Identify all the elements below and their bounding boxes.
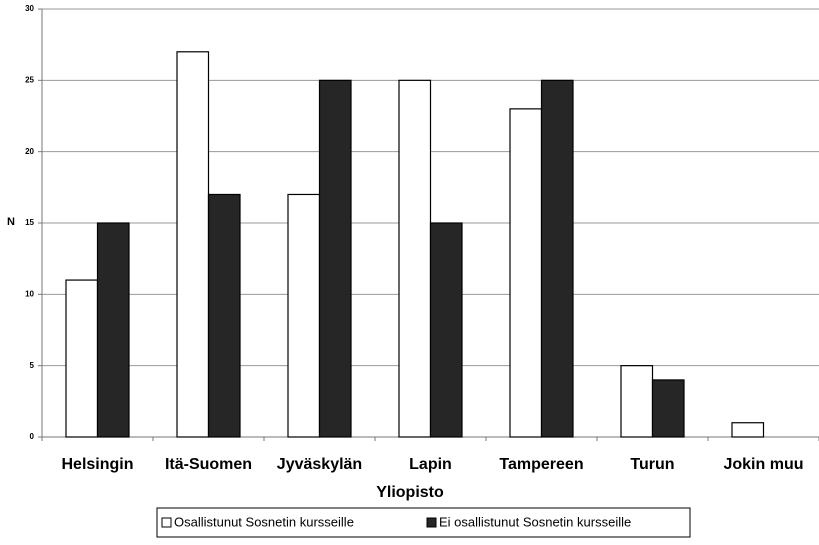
legend-label: Osallistunut Sosnetin kursseille bbox=[174, 514, 354, 529]
bar bbox=[96, 222, 130, 438]
x-tick-label: Itä-Suomen bbox=[165, 456, 252, 473]
y-tick-label: 25 bbox=[25, 75, 34, 84]
y-tick-label: 5 bbox=[30, 361, 35, 370]
x-tick-label: Jyväskylän bbox=[277, 456, 362, 473]
legend-box bbox=[156, 507, 691, 538]
y-tick-label: 20 bbox=[25, 147, 34, 156]
x-tick-label: Jokin muu bbox=[723, 456, 803, 473]
y-axis-label: N bbox=[7, 216, 15, 228]
y-tick-label: 0 bbox=[30, 432, 35, 441]
x-tick-label: Turun bbox=[630, 456, 674, 473]
legend-label: Ei osallistunut Sosnetin kursseille bbox=[439, 514, 631, 529]
bar bbox=[207, 193, 241, 438]
x-tick-label: Tampereen bbox=[499, 456, 583, 473]
bar bbox=[398, 79, 432, 438]
y-tick-label: 30 bbox=[25, 4, 34, 13]
bar bbox=[731, 422, 765, 438]
x-tick-label: Helsingin bbox=[61, 456, 133, 473]
bar bbox=[651, 379, 685, 438]
x-axis-label: Yliopisto bbox=[376, 484, 444, 501]
bar bbox=[540, 79, 574, 438]
x-tick-label: Lapin bbox=[409, 456, 452, 473]
bar bbox=[287, 193, 321, 438]
legend-swatch bbox=[426, 517, 437, 528]
bar bbox=[509, 108, 543, 438]
bar bbox=[620, 365, 654, 438]
bar bbox=[429, 222, 463, 438]
legend-swatch bbox=[161, 517, 172, 528]
y-tick-label: 15 bbox=[25, 218, 34, 227]
y-tick-label: 10 bbox=[25, 289, 34, 298]
bar bbox=[65, 279, 99, 438]
bar bbox=[176, 51, 210, 438]
bar bbox=[318, 79, 352, 438]
